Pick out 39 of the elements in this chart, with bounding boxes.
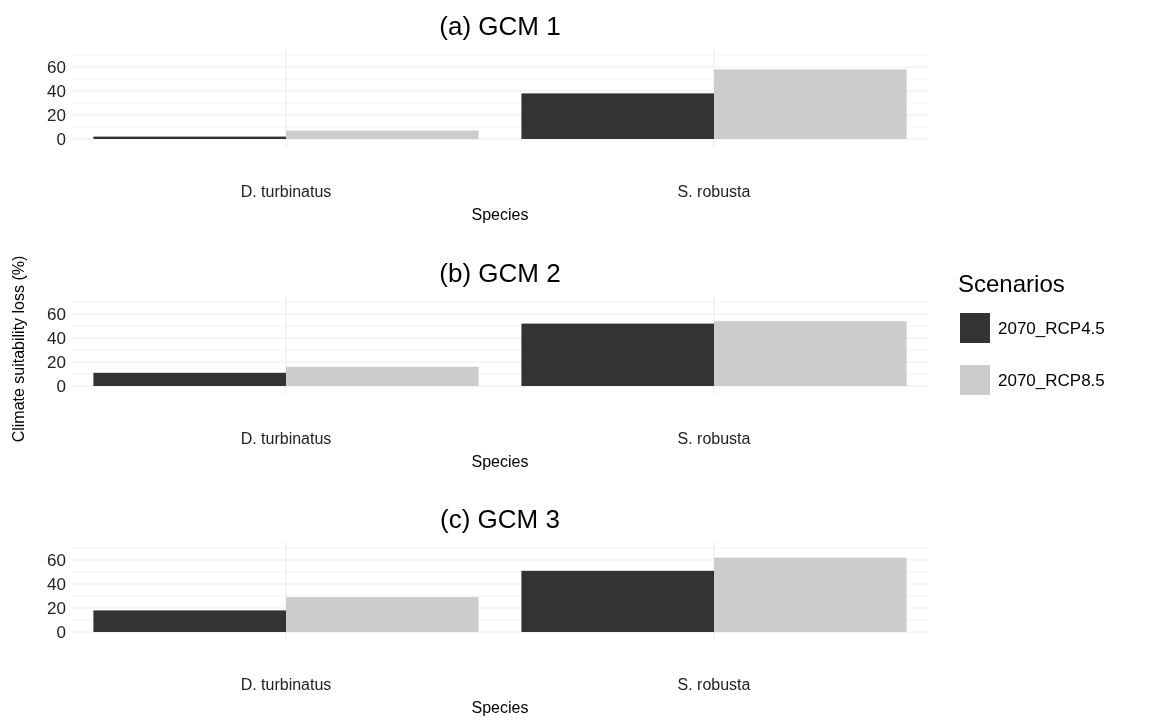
y-tick-label: 0 [56, 376, 66, 396]
x-tick-label: S. robusta [677, 430, 751, 447]
y-tick-label: 40 [47, 328, 66, 348]
y-tick-label: 40 [47, 81, 66, 101]
chart-title: (a) GCM 1 [439, 11, 561, 41]
bar [714, 321, 907, 386]
legend-label: 2070_RCP4.5 [998, 318, 1105, 338]
y-tick-label: 20 [47, 352, 66, 372]
bar [714, 557, 907, 632]
bar [714, 69, 907, 139]
bar [286, 366, 479, 386]
chart-title: (b) GCM 2 [439, 258, 561, 288]
x-tick-label: S. robusta [677, 676, 751, 693]
x-tick-label: D. turbinatus [240, 676, 332, 693]
legend-label: 2070_RCP8.5 [998, 370, 1105, 390]
x-axis-title: Species [471, 206, 529, 223]
y-tick-label: 20 [47, 105, 66, 125]
x-tick-label: D. turbinatus [240, 183, 332, 200]
bar [286, 130, 479, 139]
x-axis-title: Species [471, 699, 529, 716]
bar [93, 610, 286, 632]
y-tick-label: 60 [47, 57, 66, 77]
legend-title: Scenarios [958, 270, 1065, 297]
x-tick-label: D. turbinatus [240, 430, 332, 447]
bar [286, 597, 479, 632]
y-tick-label: 60 [47, 304, 66, 324]
x-tick-label: S. robusta [677, 183, 751, 200]
bar [521, 93, 714, 139]
bar [521, 570, 714, 632]
y-axis-title: Climate suitability loss (%) [10, 255, 27, 443]
bar [93, 372, 286, 386]
x-axis-title: Species [471, 453, 529, 470]
y-tick-label: 0 [56, 622, 66, 642]
y-tick-label: 40 [47, 574, 66, 594]
y-tick-label: 60 [47, 550, 66, 570]
y-tick-label: 20 [47, 598, 66, 618]
y-tick-label: 0 [56, 129, 66, 149]
chart-title: (c) GCM 3 [440, 504, 560, 534]
bar [521, 323, 714, 386]
